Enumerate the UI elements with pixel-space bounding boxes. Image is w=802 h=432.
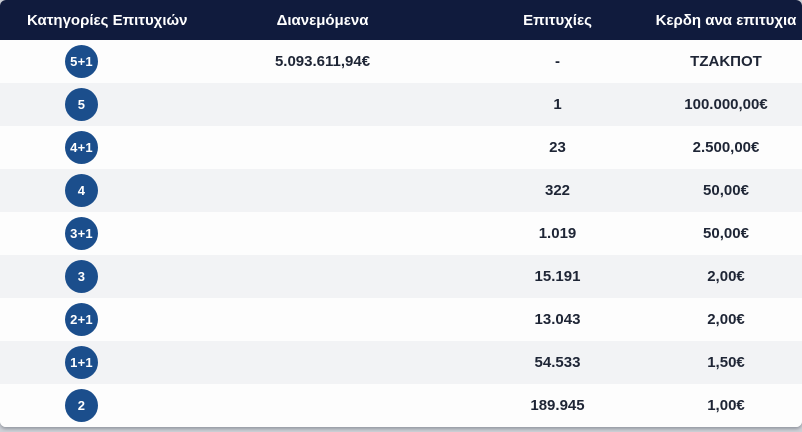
winners-count: 13.043 <box>534 311 581 328</box>
winners-count: 1.019 <box>538 225 577 242</box>
prize-per-win: ΤΖΑΚΠΟΤ <box>690 53 762 70</box>
prize-per-win: 2,00€ <box>707 311 745 328</box>
prize-per-win: 1,00€ <box>707 397 745 414</box>
winners-count: - <box>555 53 560 70</box>
table-row: 4 322 50,00€ <box>0 169 802 212</box>
prize-per-win: 50,00€ <box>703 182 749 199</box>
prize-per-win: 100.000,00€ <box>684 96 768 113</box>
category-badge: 5 <box>65 88 98 121</box>
header-prize-per-win: Κερδη ανα επιτυχια <box>655 11 797 29</box>
category-cell: 2+1 <box>0 303 180 336</box>
prize-per-win: 1,50€ <box>707 354 745 371</box>
winners-count: 1 <box>553 96 562 113</box>
category-badge: 3+1 <box>65 217 98 250</box>
category-cell: 2 <box>0 389 180 422</box>
table-body: 5+1 5.093.611,94€ - ΤΖΑΚΠΟΤ 5 1 100.000,… <box>0 40 802 427</box>
table-row: 3 15.191 2,00€ <box>0 255 802 298</box>
category-badge: 4 <box>65 174 98 207</box>
winners-count: 54.533 <box>534 354 581 371</box>
category-badge: 3 <box>65 260 98 293</box>
prize-per-win: 2,00€ <box>707 268 745 285</box>
table-row: 3+1 1.019 50,00€ <box>0 212 802 255</box>
category-cell: 3 <box>0 260 180 293</box>
table-row: 5+1 5.093.611,94€ - ΤΖΑΚΠΟΤ <box>0 40 802 83</box>
winners-count: 322 <box>544 182 571 199</box>
table-row: 1+1 54.533 1,50€ <box>0 341 802 384</box>
table-row: 5 1 100.000,00€ <box>0 83 802 126</box>
category-badge: 2 <box>65 389 98 422</box>
header-winners: Επιτυχίες <box>523 11 592 29</box>
winners-count: 23 <box>549 139 566 156</box>
category-badge: 1+1 <box>65 346 98 379</box>
category-cell: 5 <box>0 88 180 121</box>
prize-per-win: 50,00€ <box>703 225 749 242</box>
category-badge: 4+1 <box>65 131 98 164</box>
category-cell: 4+1 <box>0 131 180 164</box>
category-badge: 2+1 <box>65 303 98 336</box>
category-cell: 3+1 <box>0 217 180 250</box>
category-cell: 4 <box>0 174 180 207</box>
category-cell: 5+1 <box>0 45 180 78</box>
distributed-amount: 5.093.611,94€ <box>274 53 371 70</box>
prize-per-win: 2.500,00€ <box>692 139 760 156</box>
table-header-row: Κατηγορίες Επιτυχιών Διανεμόμενα Επιτυχί… <box>0 0 802 40</box>
table-row: 4+1 23 2.500,00€ <box>0 126 802 169</box>
header-category: Κατηγορίες Επιτυχιών <box>27 11 188 29</box>
table-row: 2+1 13.043 2,00€ <box>0 298 802 341</box>
header-distributed: Διανεμόμενα <box>276 11 369 29</box>
winners-count: 189.945 <box>530 397 585 414</box>
table-row: 2 189.945 1,00€ <box>0 384 802 427</box>
category-badge: 5+1 <box>65 45 98 78</box>
winners-count: 15.191 <box>534 268 581 285</box>
category-cell: 1+1 <box>0 346 180 379</box>
